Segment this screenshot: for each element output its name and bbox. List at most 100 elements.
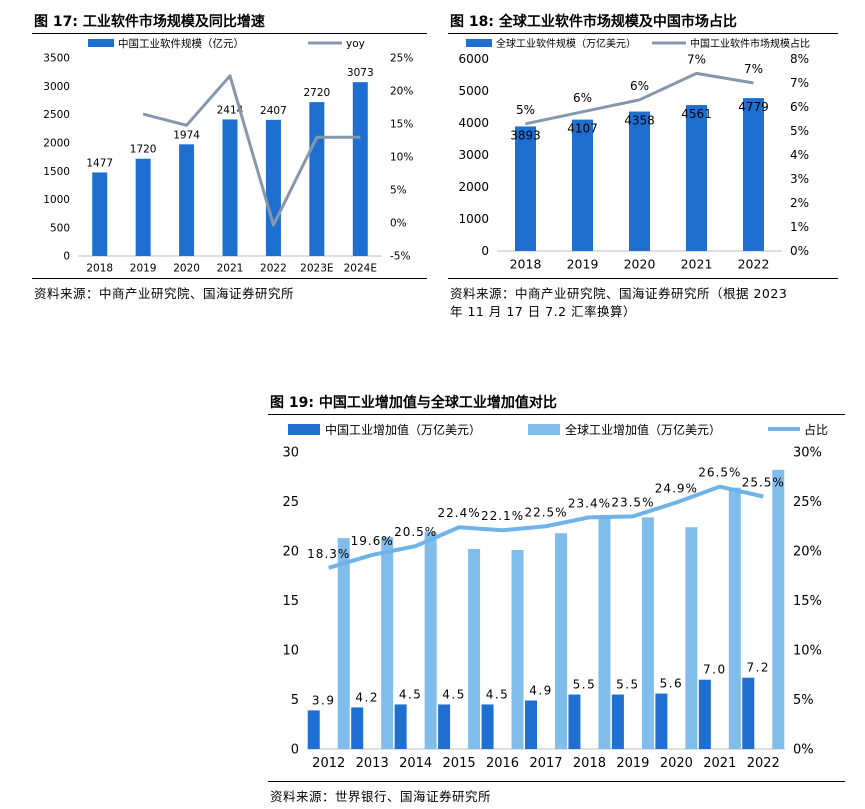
fig17-x-tick: 2018 [86, 263, 113, 275]
fig18-source-line1: 资料来源：中商产业研究院、国海证券研究所（根据 2023 [450, 286, 788, 301]
fig19-left-tick: 20 [282, 545, 299, 560]
fig19-line-label: 20.5% [394, 525, 437, 539]
fig18-line-series [525, 71, 754, 126]
fig19-bar-global [381, 537, 394, 749]
fig18-bar-label: 4779 [738, 100, 769, 114]
fig19-right-tick: 0% [793, 743, 814, 758]
fig19-bar-china [742, 677, 755, 749]
fig17-source-rule [32, 278, 427, 279]
fig19-source-rule [268, 781, 845, 782]
fig19-right-tick: 30% [793, 446, 822, 461]
fig18-right-tick: 2% [790, 196, 809, 210]
fig18-source-rule [448, 278, 838, 279]
fig17-legend: 中国工业软件规模（亿元） yoy [88, 37, 365, 50]
fig18-line-label: 6% [573, 91, 592, 105]
fig18-right-tick: 0% [790, 244, 809, 258]
fig17-line-series [142, 74, 361, 227]
fig19-line-label: 23.5% [611, 495, 654, 509]
fig18-left-tick: 1000 [458, 212, 489, 226]
fig19-bar-china-label: 4.5 [399, 687, 423, 701]
fig19-legend-bar1-label: 中国工业增加值（万亿美元） [325, 422, 481, 437]
fig19-bar-global [685, 527, 698, 749]
fig18-x-tick: 2020 [624, 257, 656, 272]
fig19-title-rule [268, 414, 845, 415]
fig18-bar [515, 126, 536, 251]
fig18-right-tick: 8% [790, 52, 809, 66]
fig17-bar [135, 158, 151, 256]
fig19-bar-global [728, 487, 741, 749]
fig18-bar [572, 119, 593, 252]
fig17-bar [309, 102, 325, 256]
fig19-bar-china-label: 4.9 [529, 683, 553, 697]
fig17-bar-label: 1974 [173, 129, 200, 141]
fig17-right-tick: 20% [390, 86, 413, 98]
fig18-bar [629, 111, 650, 251]
fig18-right-tick: 3% [790, 172, 809, 186]
fig17-left-tick: 2000 [43, 138, 70, 150]
fig17-bar-label: 1720 [130, 144, 157, 156]
fig17-bar-label: 2407 [260, 105, 287, 117]
fig18-line-label: 5% [516, 103, 535, 117]
fig19-line-label: 24.9% [655, 481, 698, 495]
fig18-line-label: 7% [744, 62, 763, 76]
fig18-legend-bar-label: 全球工业软件规模（万亿美元） [496, 37, 636, 50]
fig19-line-label: 22.1% [481, 509, 524, 523]
fig17-legend-line-label: yoy [346, 38, 365, 50]
fig17-bar-label: 2414 [217, 104, 244, 116]
fig19-right-tick: 25% [793, 495, 822, 510]
fig18-title: 图 18: 全球工业软件市场规模及中国市场占比 [450, 14, 737, 30]
fig19-line-label: 22.5% [524, 505, 567, 519]
fig19-x-tick: 2019 [616, 756, 649, 771]
fig19-bar-global [598, 516, 611, 749]
fig19-source: 资料来源：世界银行、国海证券研究所 [270, 789, 492, 804]
fig19-bar-china-label: 3.9 [312, 693, 336, 707]
fig19-bar-china-label: 7.0 [703, 663, 727, 677]
fig17-bar [352, 82, 368, 256]
fig17-title: 图 17: 工业软件市场规模及同比增速 [34, 14, 265, 30]
fig18-bar-label: 4561 [681, 107, 712, 121]
fig17-right-tick: -5% [390, 251, 410, 263]
fig17-left-tick: 0 [63, 251, 70, 263]
fig19-right-tick: 10% [793, 644, 822, 659]
fig18-right-tick: 1% [790, 220, 809, 234]
fig18-bar-label: 3893 [510, 128, 541, 142]
fig19-right-tick: 15% [793, 594, 822, 609]
fig19-bar-china [394, 704, 407, 749]
fig19-bar-china-label: 4.5 [486, 687, 510, 701]
fig19-right-tick: 20% [793, 545, 822, 560]
fig18-left-tick: 4000 [458, 116, 489, 130]
fig19-legend-bar2-label: 全球工业增加值（万亿美元） [565, 422, 721, 437]
fig17-x-tick: 2020 [173, 263, 200, 275]
fig19-bar-china [307, 710, 320, 749]
fig19-x-tick: 2013 [356, 756, 389, 771]
fig17-bar-label: 2720 [303, 87, 330, 99]
fig19-bar-global [468, 549, 481, 749]
fig19-line-label: 22.4% [438, 506, 481, 520]
fig19-line-series [328, 484, 764, 570]
fig19-line-label: 26.5% [698, 466, 741, 480]
fig19-legend-line-label: 占比 [804, 422, 828, 437]
fig17-bar [265, 119, 281, 256]
fig19-bar-china [611, 694, 624, 749]
fig18-bar [686, 105, 707, 251]
fig18-bar [743, 98, 764, 252]
fig19-legend-bar2-swatch [528, 424, 560, 435]
fig18-left-tick: 5000 [458, 84, 489, 98]
fig19-bar-china [438, 704, 451, 749]
fig17-right-tick: 5% [390, 185, 407, 197]
fig19-bar-global [511, 550, 524, 749]
fig17-x-tick: 2023E [300, 263, 333, 275]
fig19-left-tick: 5 [291, 693, 299, 708]
fig19-bar-global [337, 538, 350, 749]
fig19-line-label: 19.6% [351, 534, 394, 548]
fig19-x-tick: 2021 [703, 756, 736, 771]
fig19-bar-china-label: 7.2 [746, 661, 770, 675]
fig19-x-tick: 2016 [486, 756, 519, 771]
fig19-x-tick: 2015 [443, 756, 476, 771]
fig19-x-tick: 2012 [312, 756, 345, 771]
fig19-x-tick: 2014 [399, 756, 432, 771]
fig18-x-tick: 2018 [510, 257, 542, 272]
fig17-bar-label: 3073 [347, 67, 374, 79]
fig17-x-tick: 2022 [260, 263, 287, 275]
